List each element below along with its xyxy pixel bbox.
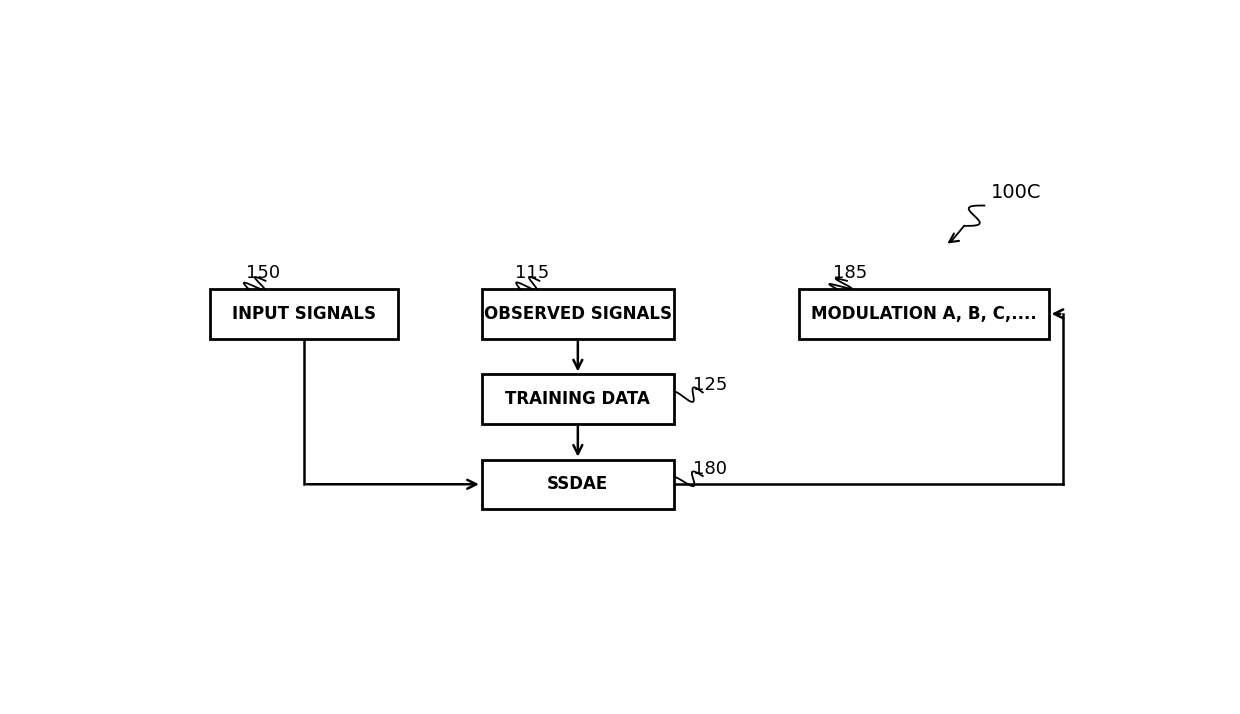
Text: 180: 180 [693, 460, 727, 478]
Text: SSDAE: SSDAE [547, 476, 609, 493]
Bar [481, 289, 675, 338]
Bar [481, 374, 675, 424]
Text: 125: 125 [693, 376, 728, 394]
Text: TRAINING DATA: TRAINING DATA [506, 390, 650, 408]
Text: 185: 185 [832, 263, 867, 281]
Text: INPUT SIGNALS: INPUT SIGNALS [232, 305, 376, 323]
Bar [211, 289, 398, 338]
Text: OBSERVED SIGNALS: OBSERVED SIGNALS [484, 305, 672, 323]
Text: 100C: 100C [991, 183, 1042, 202]
Text: 150: 150 [247, 263, 280, 281]
Text: MODULATION A, B, C,....: MODULATION A, B, C,.... [811, 305, 1037, 323]
Bar [481, 460, 675, 509]
Text: 115: 115 [516, 263, 549, 281]
Bar [799, 289, 1049, 338]
